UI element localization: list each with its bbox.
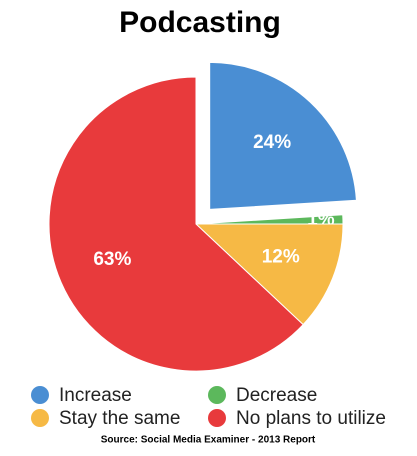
slice-label: 24% (253, 132, 291, 153)
legend-label: Stay the same (59, 408, 180, 429)
chart-title: Podcasting (119, 6, 281, 39)
pie-slice (194, 223, 344, 326)
legend-swatch (208, 409, 226, 427)
legend-label: Increase (59, 385, 132, 406)
legend-swatch (31, 409, 49, 427)
slice-label: 12% (262, 247, 300, 268)
pie-slice (48, 76, 304, 372)
legend-swatch (208, 386, 226, 404)
legend-swatch (31, 386, 49, 404)
slice-label: 63% (93, 249, 131, 270)
legend-label: No plans to utilize (236, 408, 386, 429)
pie-slice (209, 61, 357, 210)
source-note: Source: Social Media Examiner - 2013 Rep… (101, 435, 316, 446)
legend-label: Decrease (236, 385, 317, 406)
